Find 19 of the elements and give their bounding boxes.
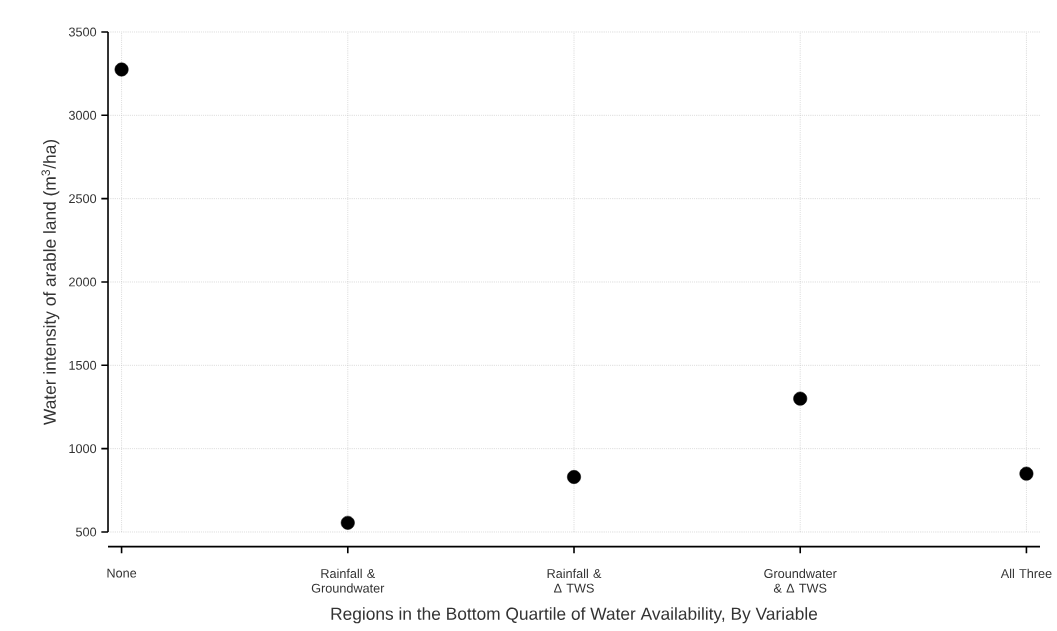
y-tick-label: 1500 [69, 360, 97, 370]
point [114, 62, 129, 77]
x-tick-label: All Three [1000, 568, 1052, 578]
x-tick-label: None [107, 568, 137, 578]
y-tick-label: 2500 [69, 194, 97, 204]
x-tick-label: Rainfall & Δ TWS [547, 568, 602, 593]
y-tick-label: 500 [76, 527, 97, 537]
y-axis-title: Water intensity of arable land (m$^{3}$/ha) [41, 139, 60, 425]
point [1019, 466, 1034, 481]
y-tick-label: 1000 [69, 444, 97, 454]
point [567, 470, 581, 484]
point [793, 391, 808, 406]
x-tick-label: Groundwater & Δ TWS [764, 568, 837, 593]
y-tick-label: 2000 [69, 277, 97, 287]
point [340, 515, 355, 530]
y-tick-label: 3000 [68, 110, 97, 120]
x-tick-label: Rainfall & Groundwater [311, 568, 385, 593]
y-tick-label: 3500 [68, 27, 97, 37]
x-axis-title: Regions in the Bottom Quartile of Water Availability, By Variable [331, 607, 818, 624]
